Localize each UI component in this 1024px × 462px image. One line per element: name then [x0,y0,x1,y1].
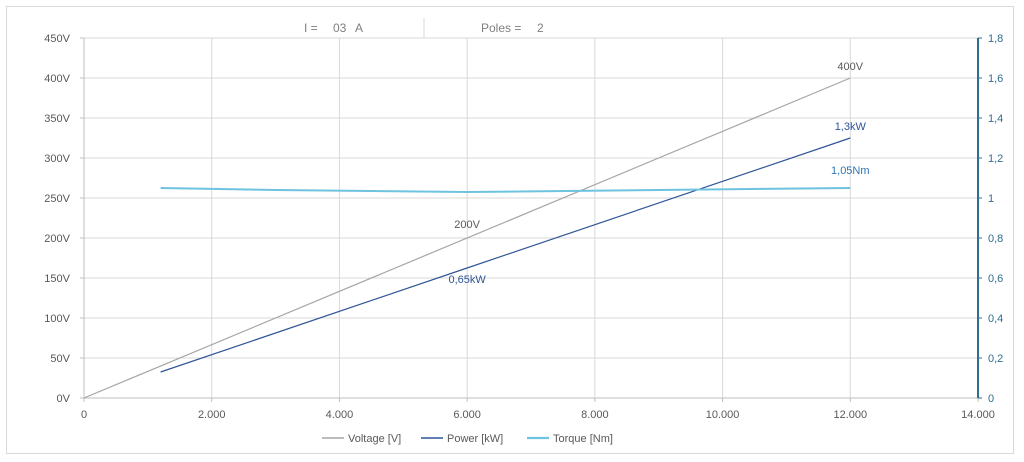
x-tick-label: 0 [81,409,87,421]
y-right-tick-label: 1 [988,193,994,205]
data-label: 1,05Nm [831,165,870,177]
y-right-tick-label: 0,6 [988,273,1003,285]
y-right-tick-label: 1,4 [988,113,1003,125]
poles-label: Poles = [481,21,521,35]
y-right-tick-label: 0,4 [988,313,1003,325]
y-right-tick-label: 0 [988,393,994,405]
y-left-tick-label: 0V [57,393,71,405]
y-left-tick-label: 150V [44,273,70,285]
legend-label: Voltage [V] [348,433,401,445]
y-left-tick-label: 100V [44,313,70,325]
y-left-tick-label: 350V [44,113,70,125]
y-right-tick-label: 0,2 [988,353,1003,365]
x-tick-label: 14.000 [961,409,995,421]
x-tick-label: 8.000 [581,409,609,421]
y-left-tick-label: 50V [50,353,70,365]
poles-value: 2 [537,21,544,35]
y-left-tick-label: 400V [44,73,70,85]
power-line [160,137,851,373]
legend: Voltage [V] Power [kW] Torque [Nm] [322,433,613,445]
voltage-line [83,77,851,399]
y-right-tick-label: 0,8 [988,233,1003,245]
torque-line [160,187,851,194]
data-label: 1,3kW [835,121,867,133]
x-tick-label: 2.000 [198,409,226,421]
y-left-tick-label: 200V [44,233,70,245]
series-group [83,77,851,399]
data-label: 0,65kW [448,274,486,286]
data-label: 400V [837,61,863,73]
y-left-tick-label: 250V [44,193,70,205]
current-value: 03 [333,21,347,35]
chart-header: I = 03 A Poles = 2 [304,18,544,38]
current-unit: A [355,21,363,35]
x-tick-label: 6.000 [453,409,481,421]
annotations: 400V 200V 1,3kW 0,65kW 1,05Nm [448,61,869,286]
x-tick-label: 4.000 [326,409,354,421]
x-tick-label: 10.000 [706,409,740,421]
y-right-tick-label: 1,6 [988,73,1003,85]
grid [84,37,978,398]
legend-label: Power [kW] [447,433,503,445]
x-tick-label: 12.000 [833,409,867,421]
axes: 0V 50V 100V 150V 200V 250V 300V 350V 400V 450V 0 2.… [44,33,1003,421]
current-label: I = [304,21,318,35]
y-right-tick-label: 1,8 [988,33,1003,45]
y-left-tick-label: 450V [44,33,70,45]
chart-frame [6,6,1014,454]
y-left-tick-label: 300V [44,153,70,165]
data-label: 200V [454,219,480,231]
legend-label: Torque [Nm] [553,433,613,445]
y-right-tick-label: 1,2 [988,153,1003,165]
